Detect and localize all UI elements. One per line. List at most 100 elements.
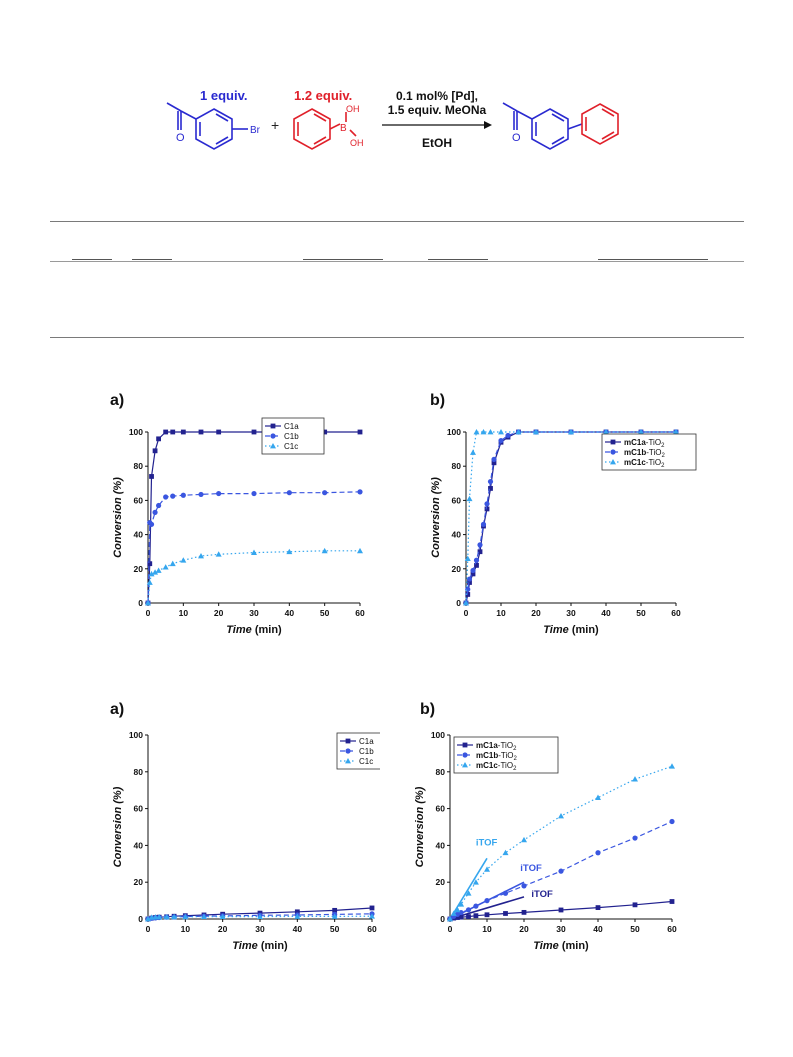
data-point <box>470 571 476 577</box>
legend-label: C1b <box>359 747 374 756</box>
data-point <box>669 818 675 825</box>
data-point <box>603 429 609 435</box>
data-point <box>632 835 638 841</box>
boron-label: B <box>340 123 347 134</box>
x-tick-label: 0 <box>448 924 453 934</box>
data-point <box>521 883 527 889</box>
series-mc1c-tio <box>463 429 679 606</box>
data-point <box>491 460 497 466</box>
y-tick-label: 60 <box>436 804 446 814</box>
x-axis-label: Time (min) <box>232 940 288 952</box>
series-c1c <box>145 913 375 922</box>
carbonyl-o-1: O <box>176 132 185 144</box>
legend-label: mC1a-TiO2 <box>476 741 517 752</box>
panel-label: b) <box>420 701 435 718</box>
series-mc1b-tio <box>447 818 675 922</box>
x-tick-label: 30 <box>556 924 566 934</box>
data-point <box>673 429 679 435</box>
data-point <box>669 899 675 904</box>
x-tick-label: 60 <box>667 924 677 934</box>
plus-sign: + <box>271 117 279 133</box>
y-tick-label: 0 <box>440 914 445 924</box>
itof-label: iTOF <box>476 837 498 848</box>
y-tick-label: 40 <box>452 530 462 540</box>
x-tick-label: 40 <box>293 924 303 934</box>
data-point <box>251 490 257 497</box>
data-point <box>503 911 508 916</box>
data-point <box>180 492 186 498</box>
table-column-rule <box>598 259 708 260</box>
data-point <box>152 509 158 515</box>
data-point <box>156 436 161 442</box>
x-tick-label: 10 <box>179 608 189 618</box>
data-point <box>145 916 151 922</box>
data-point <box>473 913 479 919</box>
data-point <box>149 474 154 479</box>
conditions-line-2: 1.5 equiv. MeONa <box>388 103 487 117</box>
data-point <box>294 913 301 919</box>
x-tick-label: 0 <box>464 608 469 618</box>
x-tick-label: 30 <box>566 608 576 618</box>
legend-label: C1a <box>284 422 299 431</box>
data-point <box>369 913 375 919</box>
data-point <box>595 850 601 856</box>
data-point <box>321 547 328 554</box>
data-point <box>515 429 522 435</box>
y-tick-label: 100 <box>447 427 461 437</box>
data-point <box>156 913 163 920</box>
series-line <box>147 491 361 604</box>
table-column-rule <box>303 259 383 260</box>
legend-marker <box>610 439 616 445</box>
data-point <box>473 557 480 563</box>
legend-marker <box>270 423 276 429</box>
y-tick-label: 20 <box>134 877 144 887</box>
data-point <box>521 909 527 915</box>
reaction-scheme: O Br 1 equiv. + B OH OH 1.2 equiv. 0.1 m… <box>166 88 619 150</box>
data-point <box>502 890 509 896</box>
x-tick-label: 20 <box>519 924 529 934</box>
legend-marker <box>270 433 276 439</box>
data-point <box>322 429 328 435</box>
legend-marker <box>345 748 351 754</box>
data-point <box>458 901 465 907</box>
data-point <box>219 913 226 920</box>
x-tick-label: 60 <box>671 608 681 618</box>
x-tick-label: 50 <box>320 608 330 618</box>
data-point <box>491 456 497 462</box>
y-tick-label: 40 <box>134 530 144 540</box>
y-axis-label: Conversion (%) <box>414 786 426 867</box>
data-point <box>466 576 473 582</box>
bromine-label: Br <box>250 125 261 136</box>
data-point <box>632 902 638 908</box>
data-point <box>505 432 511 439</box>
data-point <box>488 486 493 491</box>
legend-label: mC1c-TiO2 <box>624 458 665 469</box>
y-axis-label: Conversion (%) <box>112 786 124 867</box>
x-tick-label: 60 <box>367 924 377 934</box>
data-point <box>294 909 300 915</box>
panel-label: b) <box>430 392 445 409</box>
legend-label: C1a <box>359 737 374 746</box>
data-point <box>484 866 490 872</box>
legend-label: mC1b-TiO2 <box>476 751 518 762</box>
data-point <box>470 567 476 574</box>
data-point <box>148 570 155 577</box>
data-point <box>477 542 483 548</box>
data-point <box>568 429 574 435</box>
data-point <box>146 579 153 585</box>
data-point <box>216 490 222 497</box>
y-tick-label: 20 <box>134 564 144 574</box>
x-axis-label: Time (min) <box>543 624 599 636</box>
y-tick-label: 100 <box>129 427 143 437</box>
data-point <box>198 429 204 435</box>
data-point <box>331 913 338 919</box>
data-point <box>464 555 471 561</box>
data-point <box>152 569 159 575</box>
data-point <box>251 429 257 435</box>
data-point <box>484 898 490 904</box>
x-axis-label: Time (min) <box>533 940 589 952</box>
data-point <box>357 429 363 435</box>
table-top-rule <box>50 221 744 222</box>
series-c1c <box>145 547 363 606</box>
y-axis-label: Conversion (%) <box>430 477 442 558</box>
